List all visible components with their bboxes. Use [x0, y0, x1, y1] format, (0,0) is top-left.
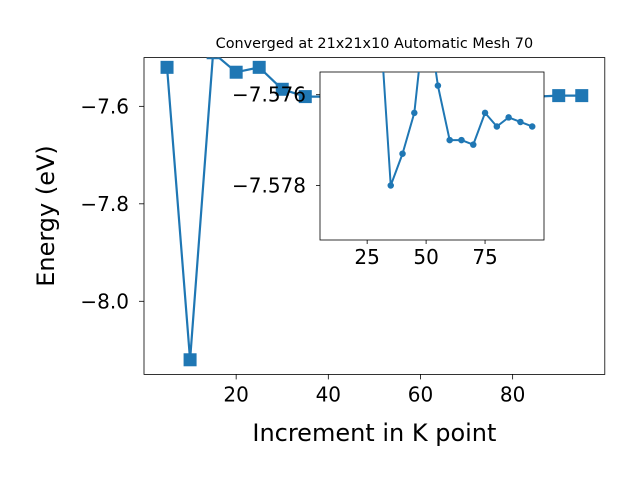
main-data-point — [229, 65, 243, 79]
inset-data-point — [434, 82, 442, 89]
inset-plot-frame — [319, 71, 545, 241]
main-data-point — [575, 89, 589, 103]
chart-title: Converged at 21x21x10 Automatic Mesh 70 — [216, 36, 533, 52]
main-x-tick-label: 40 — [316, 382, 341, 406]
main-data-point — [298, 90, 312, 104]
main-y-tick-label: −8.0 — [80, 289, 129, 313]
inset-y-tick-label: −7.578 — [232, 174, 306, 198]
inset-data-point — [458, 136, 465, 144]
inset-data-point — [411, 109, 418, 117]
inset-x-ticks: 25 50 75 — [354, 240, 498, 269]
x-axis-label: Increment in K point — [252, 419, 496, 447]
main-y-ticks: −8.0 −7.8 −7.6 — [80, 94, 144, 313]
inset-series — [382, 72, 536, 189]
inset-x-tick-label: 50 — [413, 245, 438, 269]
inset-data-point — [493, 123, 501, 130]
main-y-tick-label: −7.6 — [80, 94, 129, 118]
y-axis-label: Energy (eV) — [32, 145, 60, 287]
inset-y-tick-label: −7.576 — [232, 83, 306, 107]
inset-chart: 25 50 75 −7.578 −7.576 — [232, 71, 545, 269]
inset-data-point — [517, 118, 524, 126]
inset-y-ticks: −7.578 −7.576 — [232, 83, 320, 198]
inset-data-point — [481, 109, 489, 117]
inset-series-group — [382, 72, 536, 189]
inset-data-point — [387, 182, 394, 189]
inset-data-point — [505, 114, 512, 121]
inset-data-point — [446, 136, 453, 144]
inset-data-point — [399, 150, 406, 157]
main-x-tick-label: 60 — [408, 382, 433, 406]
main-data-point — [275, 82, 289, 96]
main-x-ticks: 20 40 60 80 — [223, 374, 525, 406]
main-y-tick-label: −7.8 — [80, 192, 129, 216]
main-x-tick-label: 20 — [223, 382, 248, 406]
inset-x-tick-label: 75 — [472, 245, 497, 269]
inset-data-point — [470, 141, 477, 148]
main-data-point — [160, 60, 174, 74]
inset-data-point — [528, 123, 536, 130]
inset-x-tick-label: 25 — [354, 245, 379, 269]
main-data-point — [183, 353, 197, 367]
main-data-point — [206, 57, 220, 60]
main-data-point — [252, 60, 266, 74]
main-data-point — [552, 89, 566, 103]
main-x-tick-label: 80 — [500, 382, 525, 406]
